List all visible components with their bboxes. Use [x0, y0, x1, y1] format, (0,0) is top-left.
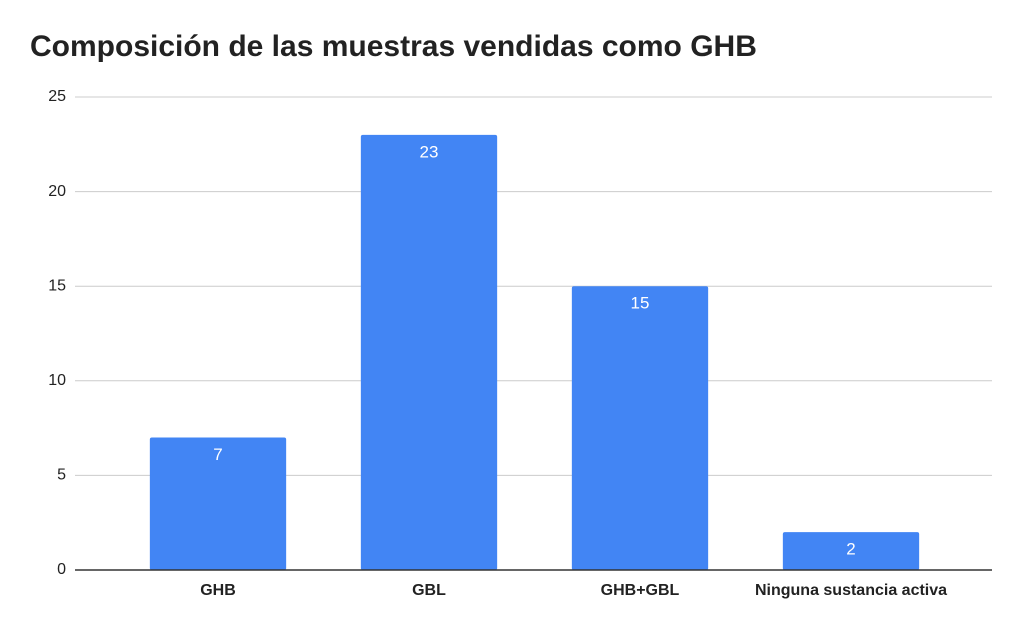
data-label: 2 — [846, 540, 855, 559]
x-tick-label: GHB — [200, 582, 236, 599]
x-tick-label: GBL — [412, 582, 446, 599]
y-tick-label: 20 — [48, 183, 66, 200]
bar — [782, 532, 920, 570]
x-tick-label: GHB+GBL — [601, 582, 680, 599]
y-tick-label: 10 — [48, 372, 66, 389]
bar — [571, 286, 709, 570]
data-label: 15 — [631, 294, 650, 313]
bar — [149, 437, 287, 570]
y-tick-label: 25 — [48, 88, 66, 105]
x-tick-label: Ninguna sustancia activa — [755, 582, 947, 599]
data-label: 23 — [420, 142, 439, 161]
bar — [360, 134, 498, 570]
data-label: 7 — [213, 445, 222, 464]
y-tick-label: 15 — [48, 277, 66, 294]
chart-title: Composición de las muestras vendidas com… — [30, 30, 757, 63]
y-tick-label: 5 — [57, 467, 66, 484]
y-tick-label: 0 — [57, 561, 66, 578]
